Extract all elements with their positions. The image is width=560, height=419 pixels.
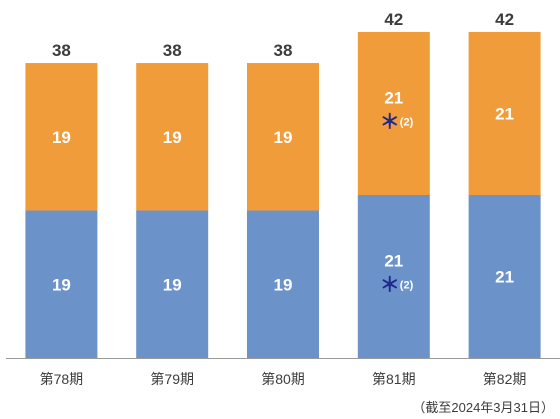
bar-segment-upper-5 <box>468 32 541 195</box>
bars-layer <box>25 32 541 358</box>
date-footnote: （截至2024年3月31日） <box>412 400 554 415</box>
segment-value-label: 19 <box>163 275 182 294</box>
segment-value-label: 19 <box>274 275 293 294</box>
bar-segment-upper-1 <box>25 63 98 211</box>
bar-segment-lower-5 <box>468 195 541 358</box>
segment-value-label: 21 <box>384 252 403 271</box>
bar-total-label: 38 <box>52 41 71 60</box>
bar-segment-upper-4 <box>357 32 430 195</box>
bar-total-label: 42 <box>495 10 514 29</box>
bar-total-label: 38 <box>274 41 293 60</box>
annotation-note: (2) <box>400 280 414 292</box>
segment-value-label: 21 <box>384 89 403 108</box>
segment-value-label: 19 <box>52 275 71 294</box>
category-tick-label: 第82期 <box>483 371 527 387</box>
segment-value-label: 19 <box>52 128 71 147</box>
category-tick-label: 第79期 <box>150 371 194 387</box>
bar-segment-lower-1 <box>25 210 98 358</box>
category-tick-label: 第81期 <box>372 371 416 387</box>
annotation-note: (2) <box>400 117 414 129</box>
segment-value-label: 21 <box>495 105 514 124</box>
category-tick-label: 第78期 <box>40 371 84 387</box>
bar-segment-upper-2 <box>136 63 209 211</box>
segment-value-label: 21 <box>495 268 514 287</box>
category-tick-label: 第80期 <box>261 371 305 387</box>
bar-segment-lower-4 <box>357 195 430 358</box>
bar-segment-upper-3 <box>247 63 319 211</box>
segment-value-label: 19 <box>163 128 182 147</box>
asterisk-icon: ＊ <box>380 275 400 297</box>
asterisk-icon: ＊ <box>380 112 400 134</box>
bar-total-label: 38 <box>163 41 182 60</box>
bar-segment-lower-3 <box>247 210 319 358</box>
bar-total-label: 42 <box>384 10 403 29</box>
bar-segment-lower-2 <box>136 210 209 358</box>
segment-value-label: 19 <box>274 128 293 147</box>
